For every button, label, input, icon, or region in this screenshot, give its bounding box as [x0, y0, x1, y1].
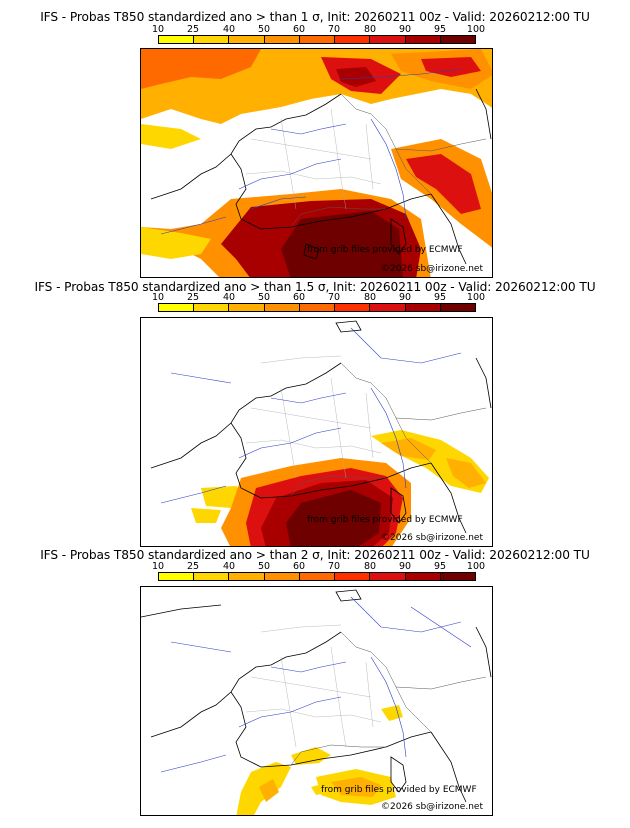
colorbar-segment [194, 304, 230, 311]
colorbar-segment [370, 573, 406, 580]
colorbar-segment [335, 573, 371, 580]
colorbar-tick: 90 [398, 24, 412, 35]
colorbar-tick: 50 [257, 292, 271, 303]
colorbar-segment [299, 36, 336, 43]
colorbar-tick: 40 [222, 292, 236, 303]
colorbar-segment [159, 573, 195, 580]
probability-map: from grib files provided by ECMWF ©2026 … [140, 317, 493, 547]
credit-source: from grib files provided by ECMWF [307, 245, 463, 255]
colorbar-tick: 40 [222, 24, 236, 35]
colorbar-tick: 95 [433, 292, 447, 303]
colorbar-tick: 80 [363, 24, 377, 35]
colorbar-segment [194, 573, 230, 580]
borders [290, 362, 487, 497]
map-graphic [150, 320, 492, 546]
colorbar-segment [194, 36, 230, 43]
panel-title: IFS - Probas T850 standardized ano > tha… [34, 280, 596, 294]
coastlines [150, 320, 492, 534]
colorbar-tick: 25 [186, 292, 200, 303]
colorbar-tick: 100 [466, 24, 486, 35]
coastlines [150, 88, 492, 265]
colorbar [158, 572, 476, 581]
borders [290, 93, 487, 228]
colorbar-tick: 50 [257, 561, 271, 572]
credit-copyright: ©2026 sb@irizone.net [381, 533, 483, 543]
colorbar-tick: 25 [186, 24, 200, 35]
colorbar-segment [264, 573, 300, 580]
colorbar-tick: 25 [186, 561, 200, 572]
colorbar-segment [405, 573, 441, 580]
colorbar-segment [440, 304, 475, 311]
credit-copyright: ©2026 sb@irizone.net [381, 802, 483, 812]
colorbar-ticks: 10 25 40 50 60 70 80 90 95 100 [0, 561, 630, 573]
colorbar-segment [229, 304, 265, 311]
colorbar-tick: 80 [363, 561, 377, 572]
colorbar-tick: 80 [363, 292, 377, 303]
colorbar-segment [159, 36, 195, 43]
colorbar-segment [335, 36, 371, 43]
colorbar [158, 303, 476, 312]
colorbar-tick: 90 [398, 561, 412, 572]
credit-source: from grib files provided by ECMWF [321, 785, 477, 795]
colorbar-tick: 70 [327, 561, 341, 572]
colorbar-segment [264, 304, 300, 311]
coastlines [141, 589, 492, 803]
colorbar-segment [405, 304, 441, 311]
colorbar-tick: 95 [433, 24, 447, 35]
borders [290, 631, 487, 766]
probability-map: from grib files provided by ECMWF ©2026 … [140, 48, 493, 278]
colorbar-segment [159, 304, 195, 311]
map-graphic [141, 589, 492, 815]
colorbar-tick: 10 [151, 292, 165, 303]
colorbar-segment [335, 304, 371, 311]
probability-shading [141, 49, 492, 277]
rivers [160, 596, 472, 773]
colorbar-tick: 10 [151, 24, 165, 35]
colorbar-tick: 60 [292, 561, 306, 572]
regional-borders [245, 355, 382, 479]
colorbar-segment [299, 304, 336, 311]
rivers [160, 327, 462, 504]
regional-borders [245, 624, 382, 748]
map-graphic [141, 49, 492, 277]
colorbar-segment [264, 36, 300, 43]
colorbar-tick: 50 [257, 24, 271, 35]
colorbar-tick: 10 [151, 561, 165, 572]
colorbar-segment [299, 573, 336, 580]
colorbar [158, 35, 476, 44]
credit-source: from grib files provided by ECMWF [307, 515, 463, 525]
colorbar-tick: 60 [292, 24, 306, 35]
colorbar-segment [405, 36, 441, 43]
colorbar-segment [229, 36, 265, 43]
colorbar-tick: 100 [466, 561, 486, 572]
probability-map: from grib files provided by ECMWF ©2026 … [140, 586, 493, 816]
colorbar-ticks: 10 25 40 50 60 70 80 90 95 100 [0, 292, 630, 304]
panel-title: IFS - Probas T850 standardized ano > tha… [40, 548, 590, 562]
colorbar-tick: 95 [433, 561, 447, 572]
panel-title: IFS - Probas T850 standardized ano > tha… [40, 10, 590, 24]
colorbar-tick: 40 [222, 561, 236, 572]
colorbar-segment [370, 304, 406, 311]
colorbar-segment [370, 36, 406, 43]
colorbar-ticks: 10 25 40 50 60 70 80 90 95 100 [0, 24, 630, 36]
colorbar-tick: 100 [466, 292, 486, 303]
colorbar-segment [440, 573, 475, 580]
colorbar-tick: 90 [398, 292, 412, 303]
colorbar-segment [440, 36, 475, 43]
colorbar-tick: 70 [327, 24, 341, 35]
credit-copyright: ©2026 sb@irizone.net [381, 264, 483, 274]
colorbar-segment [229, 573, 265, 580]
colorbar-tick: 70 [327, 292, 341, 303]
rivers [160, 68, 462, 235]
probability-shading [191, 430, 489, 546]
colorbar-tick: 60 [292, 292, 306, 303]
probability-shading [236, 705, 403, 815]
